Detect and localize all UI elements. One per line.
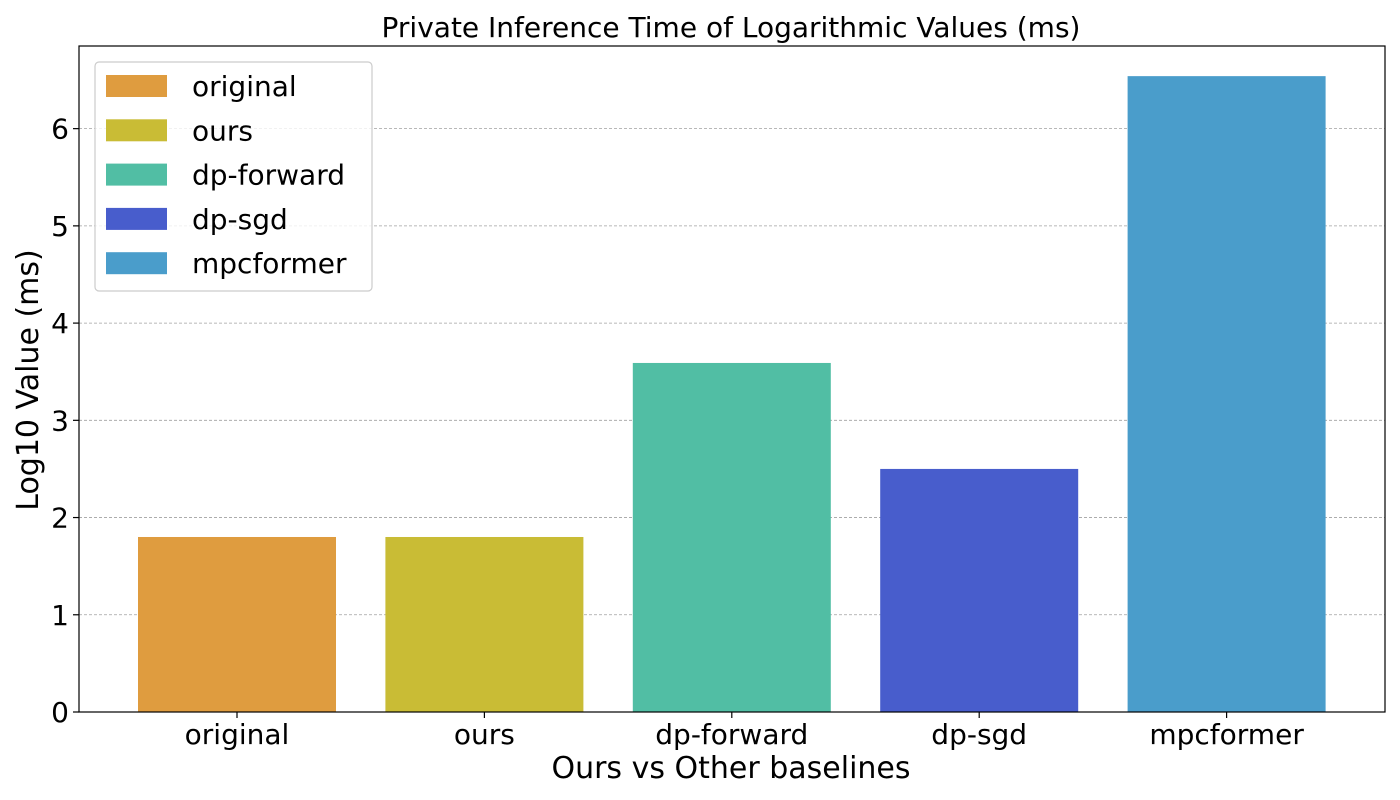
legend-swatch-dp-sgd [106,207,167,230]
legend-swatch-mpcformer [106,252,167,275]
legend-label-ours: ours [192,114,253,147]
y-tick-label: 1 [51,599,69,632]
chart-title: Private Inference Time of Logarithmic Va… [382,11,1081,44]
legend-label-dp-forward: dp-forward [192,159,345,192]
bar-dp-sgd [880,468,1079,712]
legend-label-mpcformer: mpcformer [192,247,347,280]
legend: original ours dp-forward dp-sgd mpcformer [94,61,373,292]
x-axis-label: Ours vs Other baselines [551,751,910,786]
y-tick-label: 2 [51,502,69,535]
x-tick-label: dp-forward [655,718,808,751]
bar-original [138,536,336,712]
x-tick-label: dp-sgd [931,718,1027,751]
x-tick-label: ours [454,718,515,751]
legend-swatch-dp-forward [106,163,167,186]
legend-swatch-ours [106,119,167,142]
y-tick-label: 0 [51,696,69,729]
legend-swatch-original [106,75,167,97]
y-tick-label: 3 [51,404,69,437]
x-tick-label: mpcformer [1149,718,1304,751]
legend-label-original: original [192,70,297,103]
x-axis-ticks: original ours dp-forward dp-sgd mpcformer [185,712,1304,751]
y-axis-label: Log10 Value (ms) [11,249,46,510]
bar-dp-forward [632,362,831,712]
x-tick-label: original [185,718,290,751]
legend-box [94,61,373,292]
y-tick-label: 4 [51,307,69,340]
bar-mpcformer [1127,76,1326,713]
bars [138,76,1326,713]
legend-label-dp-sgd: dp-sgd [192,203,288,236]
bar-ours [385,536,584,712]
y-tick-label: 6 [51,113,69,146]
y-tick-label: 5 [51,210,69,243]
y-axis-ticks: 0 1 2 3 4 5 6 [51,113,79,729]
